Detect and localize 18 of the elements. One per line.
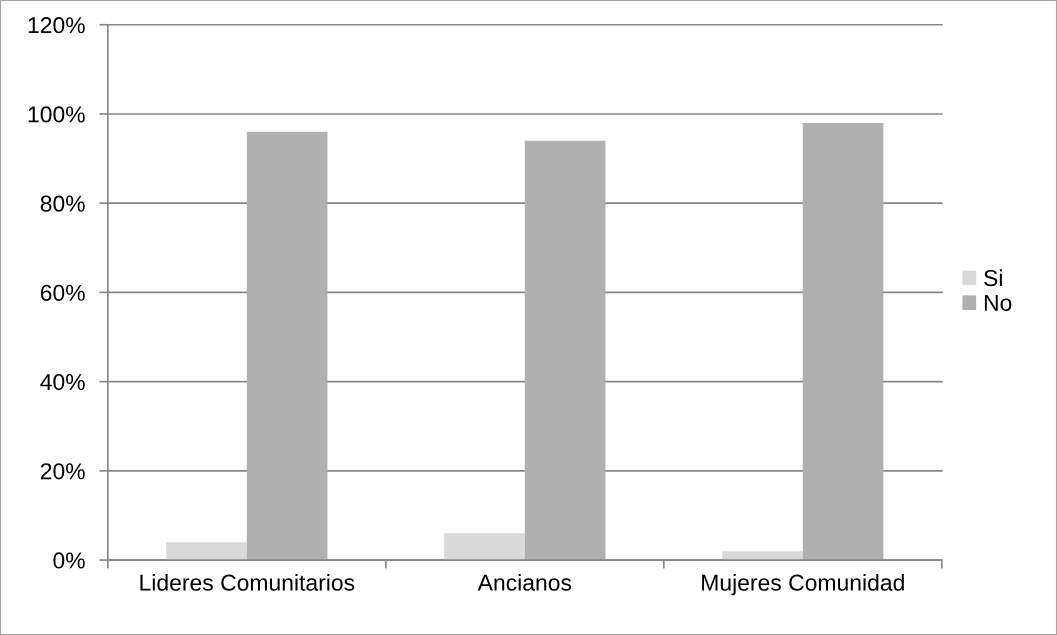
y-tick-label: 0% (53, 552, 85, 569)
y-tick-label: 100% (28, 106, 85, 123)
bar (166, 542, 247, 561)
x-tick-label: Ancianos (477, 573, 572, 591)
bar (246, 131, 328, 561)
bar (444, 533, 525, 561)
y-tick-label: 120% (28, 17, 85, 34)
legend-label: No (984, 294, 1012, 311)
x-tick-label: Mujeres Comunidad (702, 573, 904, 596)
y-tick-label: 20% (40, 463, 85, 480)
bar (524, 140, 606, 561)
y-tick-label: 80% (40, 195, 85, 212)
y-tick-label: 40% (40, 373, 85, 391)
y-tick-label: 60% (40, 284, 85, 301)
bar (802, 122, 884, 561)
legend-label: Si (984, 269, 1002, 287)
x-tick-label: Lideres Comunitarios (140, 573, 355, 591)
bar (722, 551, 803, 561)
